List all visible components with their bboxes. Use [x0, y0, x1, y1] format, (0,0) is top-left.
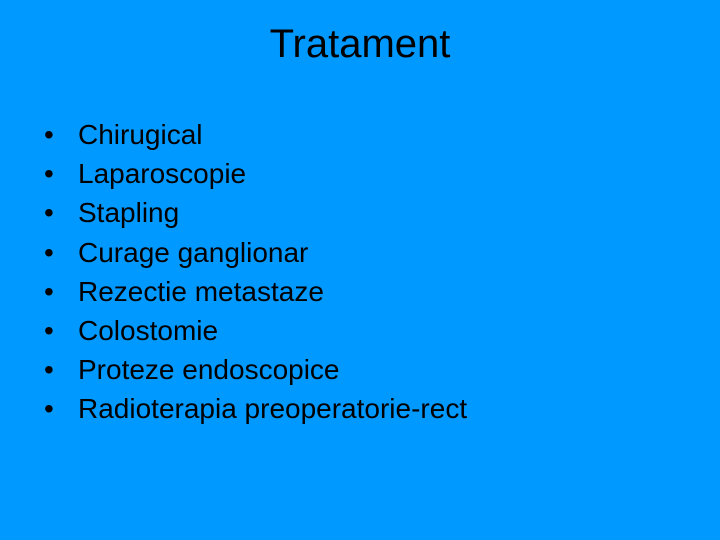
bullet-icon: • [44, 115, 78, 154]
list-item-text: Curage ganglionar [78, 233, 720, 272]
bullet-icon: • [44, 233, 78, 272]
list-item: • Radioterapia preoperatorie-rect [44, 389, 720, 428]
list-item: • Proteze endoscopice [44, 350, 720, 389]
list-item: • Curage ganglionar [44, 233, 720, 272]
list-item: • Laparoscopie [44, 154, 720, 193]
list-item: • Rezectie metastaze [44, 272, 720, 311]
bullet-icon: • [44, 311, 78, 350]
bullet-icon: • [44, 154, 78, 193]
list-item: • Stapling [44, 193, 720, 232]
slide-title: Tratament [0, 22, 720, 67]
list-item-text: Colostomie [78, 311, 720, 350]
list-item: • Colostomie [44, 311, 720, 350]
bullet-icon: • [44, 389, 78, 428]
bullet-list: • Chirugical • Laparoscopie • Stapling •… [0, 115, 720, 429]
list-item-text: Radioterapia preoperatorie-rect [78, 389, 720, 428]
list-item-text: Laparoscopie [78, 154, 720, 193]
list-item-text: Stapling [78, 193, 720, 232]
bullet-icon: • [44, 350, 78, 389]
bullet-icon: • [44, 193, 78, 232]
list-item-text: Rezectie metastaze [78, 272, 720, 311]
list-item-text: Proteze endoscopice [78, 350, 720, 389]
list-item-text: Chirugical [78, 115, 720, 154]
bullet-icon: • [44, 272, 78, 311]
list-item: • Chirugical [44, 115, 720, 154]
slide: Tratament • Chirugical • Laparoscopie • … [0, 0, 720, 540]
